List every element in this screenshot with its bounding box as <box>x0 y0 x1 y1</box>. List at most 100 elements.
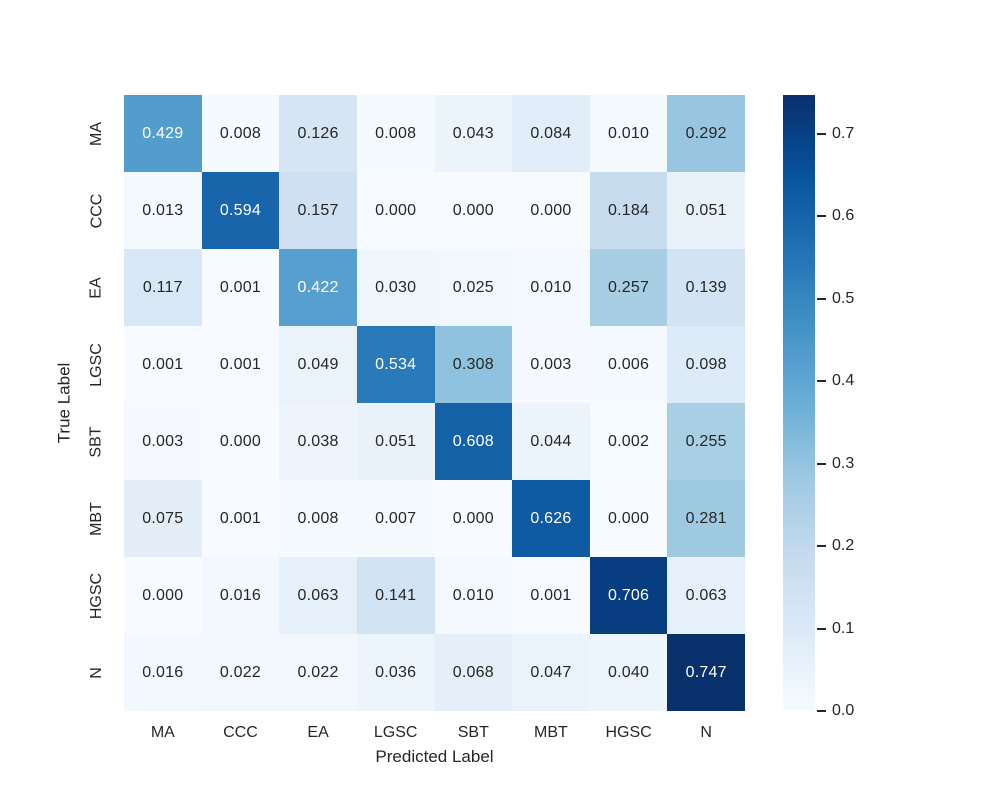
heatmap-cell-CCC-CCC: 0.594 <box>201 172 280 249</box>
heatmap-cell-N-LGSC: 0.036 <box>356 634 435 711</box>
heatmap-cell-HGSC-LGSC: 0.141 <box>356 557 435 634</box>
heatmap-cell-MA-LGSC: 0.008 <box>356 95 435 172</box>
y-tick-label-SBT: SBT <box>80 403 114 480</box>
colorbar-tick-mark-0.2 <box>817 545 826 548</box>
colorbar-tick-label-0.0: 0.0 <box>832 702 855 719</box>
y-tick-label-text: SBT <box>88 425 105 458</box>
y-tick-label-N: N <box>80 634 114 711</box>
heatmap-cell-LGSC-MBT: 0.003 <box>512 326 590 403</box>
x-tick-label-LGSC: LGSC <box>373 724 418 741</box>
heatmap-cell-MBT-LGSC: 0.007 <box>356 480 435 557</box>
x-tick-label-N: N <box>700 724 712 741</box>
heatmap-cell-N-MA: 0.016 <box>124 634 202 711</box>
colorbar-tick-label-0.4: 0.4 <box>832 372 855 390</box>
heatmap-grid: 0.429 0.008 0.126 0.008 0.043 0.084 0.010 0.292… <box>124 95 745 711</box>
x-tick-label-CCC: CCC <box>223 724 258 741</box>
heatmap-cell-MA-MA: 0.429 <box>124 95 202 172</box>
heatmap-cell-MBT-MA: 0.075 <box>124 480 202 557</box>
heatmap-cell-CCC-MA: 0.013 <box>124 172 202 249</box>
x-tick-label-MA: MA <box>150 724 175 741</box>
y-tick-label-text: EA <box>88 276 105 299</box>
colorbar-tick-mark-0.1 <box>817 627 826 630</box>
heatmap-cell-SBT-MA: 0.003 <box>124 403 202 480</box>
heatmap-cell-MBT-MBT: 0.626 <box>512 480 590 557</box>
x-axis-tick-labels: MA CCC EA LGSC SBT MBT HGSC N <box>124 721 745 745</box>
y-axis-title: True Label <box>50 95 78 711</box>
heatmap-cell-N-CCC: 0.022 <box>201 634 280 711</box>
colorbar-tick-mark-0.0 <box>817 710 826 712</box>
heatmap-cell-EA-N: 0.139 <box>667 249 745 326</box>
heatmap-cell-MA-HGSC: 0.010 <box>589 95 668 172</box>
heatmap-cell-MA-EA: 0.126 <box>279 95 357 172</box>
y-tick-label-text: MA <box>88 121 105 146</box>
colorbar-tick-mark-0.3 <box>817 462 826 465</box>
y-axis-tick-labels: MA CCC EA LGSC SBT MBT HGSC N <box>80 95 114 711</box>
heatmap-cell-LGSC-HGSC: 0.006 <box>589 326 668 403</box>
x-tick-label-SBT: SBT <box>457 724 489 741</box>
y-tick-label-MBT: MBT <box>80 480 114 557</box>
y-tick-label-text: CCC <box>88 193 106 228</box>
heatmap-cell-CCC-EA: 0.157 <box>279 172 357 249</box>
heatmap-cell-CCC-N: 0.051 <box>667 172 745 249</box>
colorbar-tick-label-0.7: 0.7 <box>832 124 855 142</box>
x-axis-title-text: Predicted Label <box>375 747 494 766</box>
colorbar-tick-mark-0.4 <box>817 380 826 383</box>
heatmap-cell-MA-SBT: 0.043 <box>434 95 513 172</box>
heatmap-cell-EA-MBT: 0.010 <box>512 249 590 326</box>
heatmap-cell-N-HGSC: 0.040 <box>589 634 668 711</box>
heatmap-cell-LGSC-MA: 0.001 <box>124 326 202 403</box>
heatmap-cell-HGSC-N: 0.063 <box>667 557 745 634</box>
y-tick-label-CCC: CCC <box>80 172 114 249</box>
heatmap-cell-MBT-N: 0.281 <box>667 480 745 557</box>
heatmap-cell-LGSC-LGSC: 0.534 <box>356 326 435 403</box>
x-tick-label-EA: EA <box>307 724 329 741</box>
heatmap-cell-HGSC-CCC: 0.016 <box>201 557 280 634</box>
heatmap-cell-MA-MBT: 0.084 <box>512 95 590 172</box>
colorbar-gradient <box>783 95 815 711</box>
colorbar-tick-label-0.5: 0.5 <box>832 289 855 307</box>
heatmap-cell-HGSC-EA: 0.063 <box>279 557 357 634</box>
x-tick-label-HGSC: HGSC <box>605 724 652 741</box>
y-tick-label-text: MBT <box>88 501 105 536</box>
colorbar-tick-mark-0.7 <box>817 132 826 135</box>
heatmap-cell-SBT-LGSC: 0.051 <box>356 403 435 480</box>
colorbar-tick-mark-0.6 <box>817 215 826 218</box>
y-tick-label-text: N <box>88 666 105 679</box>
heatmap-cell-CCC-SBT: 0.000 <box>434 172 513 249</box>
heatmap-cell-HGSC-HGSC: 0.706 <box>589 557 668 634</box>
heatmap-cell-MBT-SBT: 0.000 <box>434 480 513 557</box>
heatmap-cell-EA-HGSC: 0.257 <box>589 249 668 326</box>
heatmap-cell-SBT-EA: 0.038 <box>279 403 357 480</box>
heatmap-cell-SBT-CCC: 0.000 <box>201 403 280 480</box>
heatmap-cell-EA-MA: 0.117 <box>124 249 202 326</box>
heatmap-cell-LGSC-N: 0.098 <box>667 326 745 403</box>
x-axis-title: Predicted Label <box>124 747 745 767</box>
heatmap-cell-SBT-MBT: 0.044 <box>512 403 590 480</box>
y-tick-label-MA: MA <box>80 95 114 172</box>
heatmap-cell-SBT-SBT: 0.608 <box>434 403 513 480</box>
heatmap-cell-CCC-HGSC: 0.184 <box>589 172 668 249</box>
y-tick-label-text: LGSC <box>88 342 106 387</box>
heatmap-cell-HGSC-SBT: 0.010 <box>434 557 513 634</box>
y-tick-label-text: HGSC <box>88 572 106 619</box>
heatmap-cell-CCC-MBT: 0.000 <box>512 172 590 249</box>
heatmap-cell-MA-N: 0.292 <box>667 95 745 172</box>
heatmap-cell-CCC-LGSC: 0.000 <box>356 172 435 249</box>
heatmap-cell-EA-SBT: 0.025 <box>434 249 513 326</box>
heatmap-cell-N-SBT: 0.068 <box>434 634 513 711</box>
colorbar-tick-label-0.1: 0.1 <box>832 619 855 637</box>
heatmap-cell-MA-CCC: 0.008 <box>201 95 280 172</box>
heatmap-cell-MBT-HGSC: 0.000 <box>589 480 668 557</box>
colorbar-tick-label-0.2: 0.2 <box>832 537 855 555</box>
heatmap-cell-LGSC-SBT: 0.308 <box>434 326 513 403</box>
heatmap-cell-MBT-CCC: 0.001 <box>201 480 280 557</box>
heatmap-cell-LGSC-EA: 0.049 <box>279 326 357 403</box>
heatmap-cell-EA-CCC: 0.001 <box>201 249 280 326</box>
y-tick-label-EA: EA <box>80 249 114 326</box>
y-tick-label-LGSC: LGSC <box>80 326 114 403</box>
x-tick-label-MBT: MBT <box>534 724 568 741</box>
heatmap-cell-N-MBT: 0.047 <box>512 634 590 711</box>
y-tick-label-HGSC: HGSC <box>80 557 114 634</box>
heatmap-cell-N-EA: 0.022 <box>279 634 357 711</box>
